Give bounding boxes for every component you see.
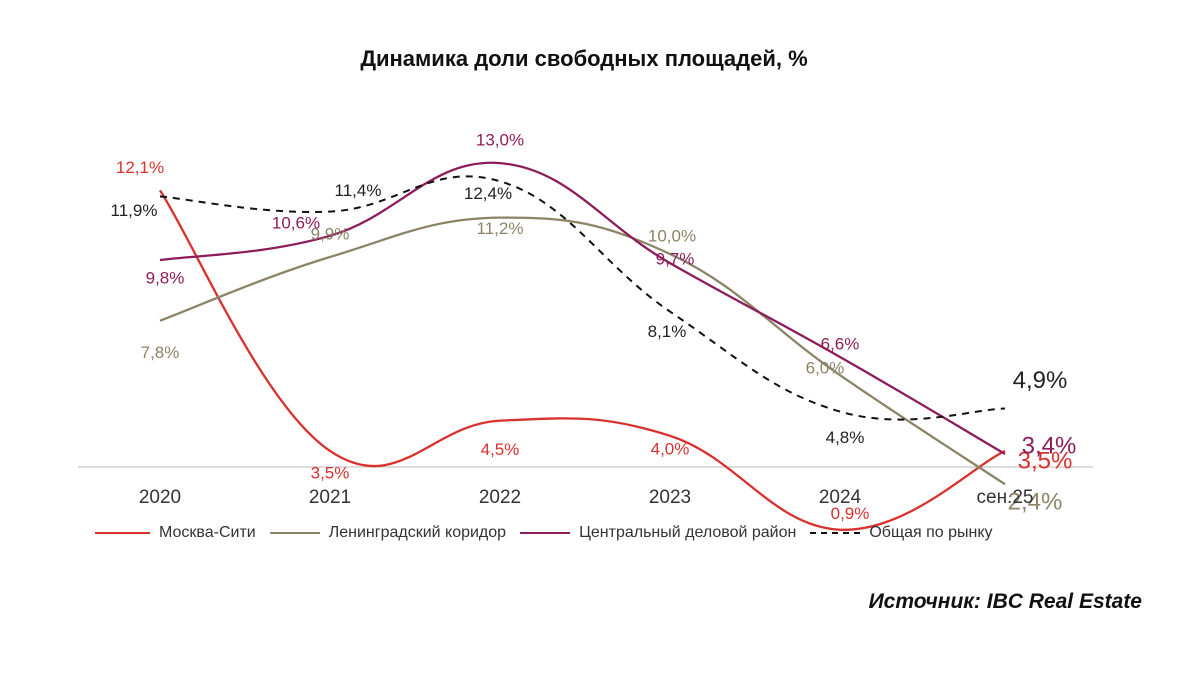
data-label-cbd-1: 10,6%: [272, 213, 320, 232]
data-label-moscow-city-4: 0,9%: [831, 504, 870, 523]
data-label-leningrad-corridor-1: 9,9%: [311, 225, 350, 244]
chart-title: Динамика доли свободных площадей, %: [360, 46, 808, 71]
x-tick-labels: 2020 2021 2022 2023 2024 сен.25: [139, 487, 1034, 508]
legend-swatch-market-total: [810, 532, 861, 534]
x-tick-label-4: 2024: [819, 487, 862, 508]
x-tick-label-0: 2020: [139, 487, 181, 508]
legend-label: Общая по рынку: [869, 524, 993, 541]
data-label-market-total-5: 4,9%: [1013, 367, 1068, 394]
series-line-moscow-city: [159, 189, 1006, 531]
data-label-moscow-city-0: 12,1%: [116, 158, 164, 177]
legend-swatch-leningrad-corridor: [269, 532, 320, 534]
legend-label: Москва-Сити: [159, 524, 256, 541]
series-line-cbd: [159, 161, 1006, 455]
data-label-moscow-city-5: 3,5%: [1018, 447, 1073, 474]
data-label-cbd-4: 6,6%: [821, 335, 860, 354]
x-tick-label-5: сен.25: [977, 487, 1034, 508]
source-note: Источник: IBC Real Estate: [868, 590, 1142, 613]
legend-item-cbd[interactable]: Центральный деловой район: [520, 524, 796, 542]
data-label-market-total-2: 12,4%: [464, 184, 512, 203]
data-label-leningrad-corridor-3: 10,0%: [648, 226, 696, 245]
legend-swatch-cbd: [520, 532, 571, 534]
x-tick-label-3: 2023: [649, 487, 691, 508]
data-label-cbd-0: 9,8%: [146, 269, 185, 288]
legend: Москва-Сити Ленинградский коридор Центра…: [95, 524, 1007, 542]
data-labels: 12,1% 3,5% 4,5% 4,0% 0,9% 3,5% 7,8% 9,9% 11,2% 10…: [111, 131, 1077, 524]
data-label-market-total-0: 11,9%: [111, 201, 158, 220]
series-line-market-total: [159, 175, 1006, 421]
data-label-moscow-city-2: 4,5%: [481, 440, 520, 459]
legend-label: Ленинградский коридор: [328, 524, 507, 541]
data-label-moscow-city-1: 3,5%: [311, 463, 350, 482]
data-label-cbd-2: 13,0%: [476, 131, 524, 150]
data-label-leningrad-corridor-4: 6,0%: [806, 359, 845, 378]
legend-item-market-total[interactable]: Общая по рынку: [810, 524, 993, 542]
series-line-leningrad-corridor: [159, 216, 1006, 486]
data-label-moscow-city-3: 4,0%: [651, 439, 690, 458]
legend-item-moscow-city[interactable]: Москва-Сити: [95, 524, 256, 542]
data-label-leningrad-corridor-0: 7,8%: [141, 343, 180, 362]
legend-item-leningrad-corridor[interactable]: Ленинградский коридор: [269, 524, 507, 542]
data-label-cbd-5: 3,4%: [1022, 432, 1077, 459]
data-label-leningrad-corridor-2: 11,2%: [477, 219, 524, 238]
legend-label: Центральный деловой район: [579, 524, 797, 541]
x-tick-label-1: 2021: [309, 487, 351, 508]
data-label-market-total-1: 11,4%: [335, 181, 382, 200]
data-label-market-total-4: 4,8%: [826, 428, 865, 447]
data-label-market-total-3: 8,1%: [648, 322, 687, 341]
series-lines: [159, 161, 1006, 531]
legend-swatch-moscow-city: [95, 532, 150, 534]
data-label-cbd-3: 9,7%: [656, 250, 695, 269]
data-label-leningrad-corridor-5: 2,4%: [1008, 489, 1063, 516]
x-tick-label-2: 2022: [479, 487, 521, 508]
